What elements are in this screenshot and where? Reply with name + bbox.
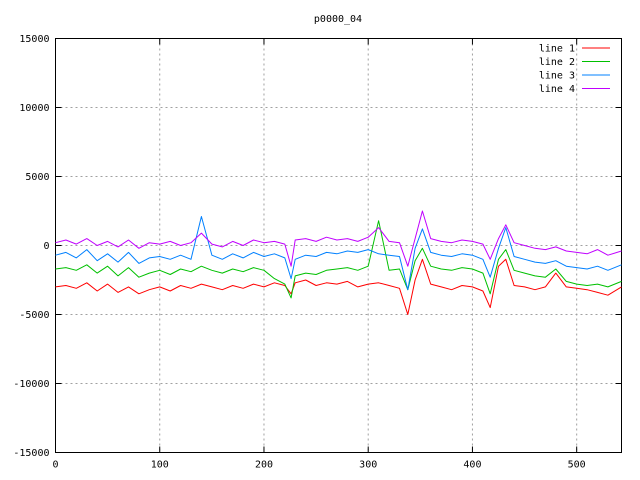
series-line-4	[55, 210, 622, 267]
x-tick-label: 200	[255, 460, 273, 471]
y-tick-label: -10000	[13, 379, 49, 390]
legend-label: line 3	[539, 71, 575, 82]
series-line-2	[55, 220, 622, 299]
legend-label: line 4	[539, 84, 575, 95]
y-tick-label: 10000	[19, 103, 49, 114]
x-axis: 0 100 200 300 400 500	[52, 38, 586, 471]
series-group	[55, 210, 622, 315]
y-tick-label: 0	[43, 241, 49, 252]
x-tick-label: 100	[151, 460, 169, 471]
series-line-1	[55, 258, 622, 315]
legend-label: line 1	[539, 44, 575, 55]
legend-label: line 2	[539, 57, 575, 68]
y-tick-label: 15000	[19, 34, 49, 45]
x-tick-label: 500	[568, 460, 586, 471]
y-axis: 15000 10000 5000 0 -5000 -10000 -15000	[13, 34, 622, 459]
chart-title: p0000_04	[314, 14, 362, 25]
series-line-3	[55, 216, 622, 291]
x-tick-label: 0	[52, 460, 58, 471]
x-tick-label: 300	[359, 460, 377, 471]
grid	[55, 38, 622, 453]
y-tick-label: 5000	[25, 172, 49, 183]
legend: line 1 line 2 line 3 line 4	[539, 44, 610, 95]
plot-frame	[55, 38, 622, 453]
y-tick-label: -15000	[13, 448, 49, 459]
x-tick-label: 400	[463, 460, 481, 471]
y-tick-label: -5000	[19, 310, 49, 321]
